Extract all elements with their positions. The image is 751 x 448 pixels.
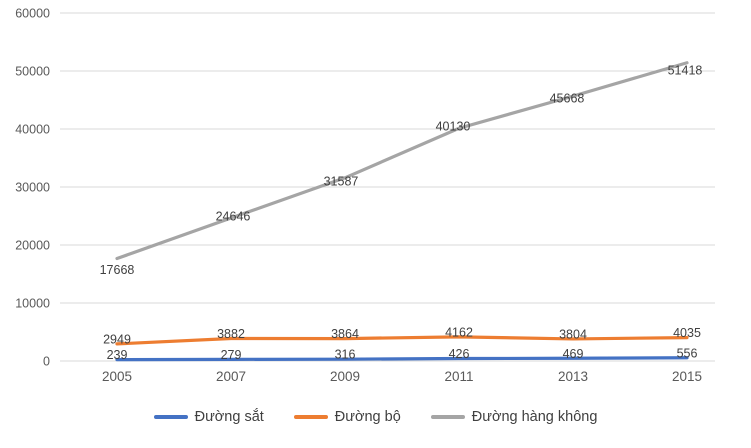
legend-line-swatch-gray — [430, 415, 465, 419]
legend-line-swatch-blue — [153, 415, 188, 419]
x-axis-tick-label: 2013 — [558, 369, 588, 384]
data-label-duong-hang-khong: 51418 — [668, 63, 703, 77]
data-label-duong-sat: 426 — [449, 347, 470, 361]
data-label-duong-bo: 2949 — [103, 332, 131, 346]
data-label-duong-bo: 3864 — [331, 327, 359, 341]
data-label-duong-bo: 3882 — [217, 327, 245, 341]
data-label-duong-sat: 316 — [335, 348, 356, 362]
data-label-duong-bo: 3804 — [559, 327, 587, 341]
x-axis-tick-label: 2015 — [672, 369, 702, 384]
y-axis-tick-label: 20000 — [15, 239, 50, 253]
data-label-duong-hang-khong: 40130 — [436, 120, 471, 134]
data-label-duong-hang-khong: 24646 — [216, 210, 251, 224]
x-axis-tick-label: 2007 — [216, 369, 246, 384]
legend-item-duong-sat: Đường sắt — [153, 409, 264, 425]
legend: Đường sắt Đường bộ Đường hàng không — [0, 409, 751, 425]
x-axis-tick-label: 2005 — [102, 369, 132, 384]
data-label-duong-hang-khong: 17668 — [100, 263, 135, 277]
y-axis-tick-label: 0 — [43, 355, 50, 369]
legend-label-duong-hang-khong: Đường hàng không — [471, 409, 598, 425]
y-axis-tick-label: 60000 — [15, 7, 50, 21]
series-line-duong-bo — [115, 335, 689, 346]
y-axis-tick-label: 10000 — [15, 297, 50, 311]
data-label-duong-sat: 239 — [107, 348, 128, 362]
y-axis-tick-label: 30000 — [15, 181, 50, 195]
data-label-duong-hang-khong: 45668 — [550, 92, 585, 106]
series-line-duong-sat — [115, 356, 689, 362]
data-label-duong-sat: 469 — [563, 347, 584, 361]
legend-line-swatch-orange — [293, 415, 328, 419]
data-label-duong-bo: 4035 — [673, 326, 701, 340]
data-label-duong-sat: 556 — [677, 346, 698, 360]
y-axis-tick-label: 50000 — [15, 65, 50, 79]
data-label-duong-bo: 4162 — [445, 325, 473, 339]
legend-label-duong-bo: Đường bộ — [334, 409, 401, 425]
x-axis-tick-label: 2009 — [330, 369, 360, 384]
legend-item-duong-bo: Đường bộ — [293, 409, 401, 425]
legend-item-duong-hang-khong: Đường hàng không — [430, 409, 598, 425]
data-label-duong-hang-khong: 31587 — [324, 174, 359, 188]
legend-label-duong-sat: Đường sắt — [194, 409, 264, 425]
series-line-duong-hang-khong — [115, 61, 689, 261]
x-axis-tick-label: 2011 — [444, 369, 473, 384]
data-label-duong-sat: 279 — [221, 348, 242, 362]
y-axis-tick-label: 40000 — [15, 123, 50, 137]
